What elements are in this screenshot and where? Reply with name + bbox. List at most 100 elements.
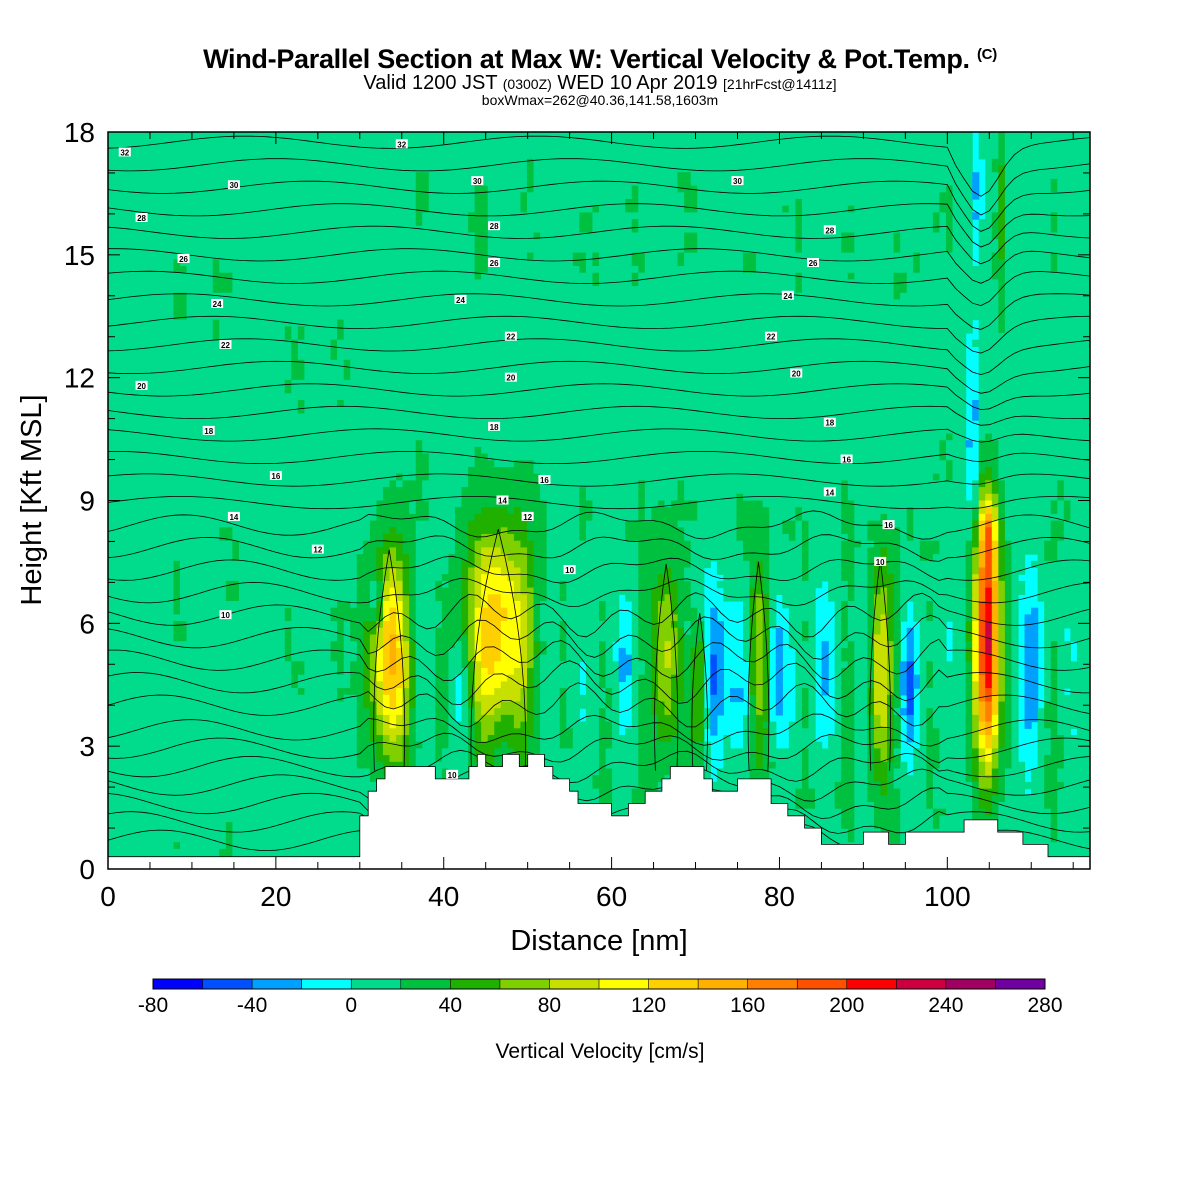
colorbar-tick-label: 240 bbox=[928, 994, 963, 1017]
valid-utc: (0300Z) bbox=[502, 76, 552, 92]
colorbar-swatch bbox=[400, 979, 451, 989]
theta-label: 16 bbox=[840, 454, 853, 465]
colorbar-swatch bbox=[648, 979, 699, 989]
theta-label: 24 bbox=[211, 298, 224, 309]
theta-label: 22 bbox=[765, 331, 778, 342]
svg-text:22: 22 bbox=[506, 333, 515, 342]
colorbar-swatch bbox=[499, 979, 550, 989]
colorbar-label: Vertical Velocity [cm/s] bbox=[496, 1040, 705, 1063]
colorbar-tick-label: 280 bbox=[1027, 994, 1062, 1017]
svg-text:12: 12 bbox=[313, 546, 322, 555]
colorbar-tick-label: 40 bbox=[439, 994, 462, 1017]
theta-label: 12 bbox=[311, 544, 324, 555]
svg-text:32: 32 bbox=[397, 140, 406, 149]
theta-label: 10 bbox=[874, 556, 887, 567]
theta-label: 28 bbox=[488, 221, 501, 231]
svg-text:16: 16 bbox=[842, 456, 851, 465]
svg-text:22: 22 bbox=[767, 333, 776, 342]
y-tick-label: 18 bbox=[64, 117, 95, 148]
theta-label: 20 bbox=[504, 372, 517, 383]
svg-text:26: 26 bbox=[179, 255, 188, 264]
theta-label: 12 bbox=[521, 511, 534, 522]
x-tick-label: 60 bbox=[596, 881, 627, 912]
theta-label: 14 bbox=[496, 495, 509, 506]
svg-text:10: 10 bbox=[221, 611, 230, 620]
theta-label: 22 bbox=[504, 331, 517, 342]
svg-text:30: 30 bbox=[733, 177, 742, 186]
svg-text:18: 18 bbox=[490, 423, 499, 432]
theta-label: 14 bbox=[823, 487, 836, 497]
colorbar-swatch bbox=[797, 979, 848, 989]
colorbar-swatch bbox=[846, 979, 897, 989]
theta-label: 30 bbox=[731, 176, 744, 186]
svg-text:14: 14 bbox=[825, 488, 834, 497]
svg-text:16: 16 bbox=[271, 472, 280, 481]
x-tick-label: 0 bbox=[100, 881, 116, 912]
colorbar-swatch bbox=[945, 979, 996, 989]
colorbar-tick-label: 80 bbox=[538, 994, 561, 1017]
theta-label: 30 bbox=[227, 180, 240, 190]
svg-text:24: 24 bbox=[213, 300, 222, 309]
colorbar-swatch bbox=[896, 979, 947, 989]
svg-text:18: 18 bbox=[204, 427, 213, 436]
y-tick-label: 12 bbox=[64, 363, 95, 394]
theta-label: 30 bbox=[471, 176, 484, 186]
chart-title-text: Wind-Parallel Section at Max W: Vertical… bbox=[203, 44, 970, 74]
svg-text:14: 14 bbox=[498, 497, 507, 506]
colorbar-swatch bbox=[301, 979, 352, 989]
terrain-mask bbox=[108, 754, 1090, 869]
y-tick-label: 15 bbox=[64, 240, 95, 271]
svg-text:30: 30 bbox=[473, 177, 482, 186]
svg-text:24: 24 bbox=[783, 292, 792, 301]
svg-text:22: 22 bbox=[221, 341, 230, 350]
theta-label: 24 bbox=[781, 290, 794, 301]
svg-text:28: 28 bbox=[137, 214, 146, 223]
svg-text:24: 24 bbox=[456, 296, 465, 305]
colorbar-swatch bbox=[351, 979, 402, 989]
axes: 0 20 40 60 80 100 0 3 6 9 12 15 18 bbox=[64, 117, 1090, 912]
svg-text:28: 28 bbox=[490, 222, 499, 231]
colorbar-swatch bbox=[252, 979, 303, 989]
y-axis-label: Height [Kft MSL] bbox=[16, 394, 48, 605]
x-tick-label: 20 bbox=[260, 881, 291, 912]
theta-label: 18 bbox=[202, 425, 215, 436]
theta-label: 26 bbox=[488, 258, 501, 268]
theta-label: 28 bbox=[135, 212, 148, 223]
theta-label: 10 bbox=[219, 610, 232, 620]
chart-title-unit: (C) bbox=[976, 46, 997, 63]
theta-contour-labels: 32 32 30 30 30 28 28 28 26 26 26 24 24 24 22 22 22 20 20 20… bbox=[118, 139, 895, 780]
colorbar-tick-label: 160 bbox=[730, 994, 765, 1017]
theta-label: 16 bbox=[882, 520, 895, 530]
y-tick-label: 9 bbox=[79, 486, 95, 517]
theta-label: 10 bbox=[446, 769, 459, 780]
colorbar-tick-label: -40 bbox=[237, 994, 267, 1017]
theta-label: 18 bbox=[488, 421, 501, 432]
theta-label: 22 bbox=[219, 339, 232, 350]
theta-label: 28 bbox=[823, 225, 836, 235]
valid-date: WED 10 Apr 2019 bbox=[557, 72, 718, 94]
x-axis-label: Distance [nm] bbox=[510, 925, 687, 957]
colorbar-tick-label: 120 bbox=[631, 994, 666, 1017]
x-tick-label: 100 bbox=[924, 881, 971, 912]
colorbar-swatch bbox=[698, 979, 749, 989]
chart-subtitle: Valid 1200 JST (0300Z) WED 10 Apr 2019 [… bbox=[0, 72, 1200, 95]
x-tick-label: 40 bbox=[428, 881, 459, 912]
colorbar-swatch bbox=[450, 979, 501, 989]
theta-label: 32 bbox=[395, 139, 408, 149]
theta-label: 18 bbox=[823, 417, 836, 428]
y-tick-label: 6 bbox=[79, 608, 95, 639]
colorbar-tick-label: 0 bbox=[345, 994, 357, 1017]
theta-label: 32 bbox=[118, 147, 131, 157]
box-info: boxWmax=262@40.36,141.58,1603m bbox=[481, 92, 719, 108]
colorbar: -80 -40 0 40 80 120 160 200 240 280 bbox=[138, 978, 1063, 1017]
svg-text:10: 10 bbox=[565, 566, 574, 575]
y-tick-label: 3 bbox=[79, 731, 95, 762]
velocity-field bbox=[108, 132, 1090, 869]
colorbar-swatch bbox=[599, 979, 649, 989]
colorbar-swatch bbox=[747, 979, 798, 989]
svg-text:16: 16 bbox=[884, 521, 893, 530]
theta-label: 20 bbox=[790, 368, 803, 379]
colorbar-tick-label: 200 bbox=[829, 994, 864, 1017]
svg-text:14: 14 bbox=[229, 513, 238, 522]
